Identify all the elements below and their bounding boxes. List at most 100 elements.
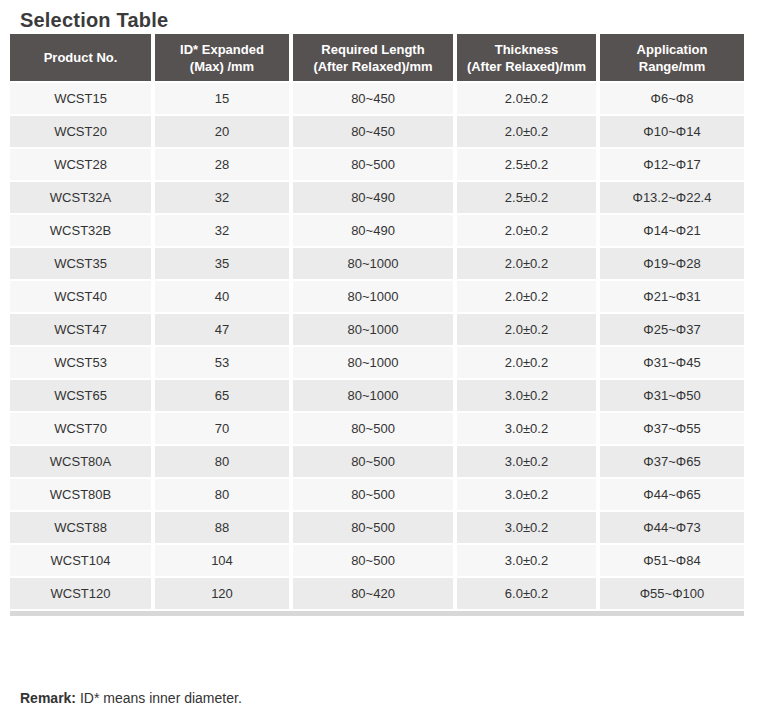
id-expanded-cell: 32 (155, 182, 289, 213)
thickness-cell: 2.5±0.2 (457, 149, 596, 180)
required-length-cell: 80~450 (293, 83, 453, 114)
application-range-cell: Φ37~Φ65 (600, 446, 744, 477)
required-length-cell: 80~1000 (293, 248, 453, 279)
thickness-cell: 2.0±0.2 (457, 83, 596, 114)
id-expanded-cell: 104 (155, 545, 289, 576)
table-row: WCST656580~10003.0±0.2Φ31~Φ50 (10, 380, 744, 411)
id-expanded-cell: 28 (155, 149, 289, 180)
product-no-cell: WCST32B (10, 215, 151, 246)
table-row: WCST707080~5003.0±0.2Φ37~Φ55 (10, 413, 744, 444)
application-range-cell: Φ31~Φ45 (600, 347, 744, 378)
id-expanded-cell: 65 (155, 380, 289, 411)
thickness-cell: 2.0±0.2 (457, 347, 596, 378)
header-product-no: Product No. (10, 34, 151, 81)
application-range-cell: Φ12~Φ17 (600, 149, 744, 180)
application-range-cell: Φ55~Φ100 (600, 578, 744, 609)
required-length-cell: 80~420 (293, 578, 453, 609)
application-range-cell: Φ19~Φ28 (600, 248, 744, 279)
product-no-cell: WCST65 (10, 380, 151, 411)
table-row: WCST12012080~4206.0±0.2Φ55~Φ100 (10, 578, 744, 609)
required-length-cell: 80~500 (293, 479, 453, 510)
header-row: Product No. ID* Expanded (Max) /mm Requi… (10, 34, 744, 81)
product-no-cell: WCST20 (10, 116, 151, 147)
required-length-cell: 80~500 (293, 512, 453, 543)
table-row: WCST888880~5003.0±0.2Φ44~Φ73 (10, 512, 744, 543)
product-no-cell: WCST15 (10, 83, 151, 114)
product-no-cell: WCST53 (10, 347, 151, 378)
product-no-cell: WCST40 (10, 281, 151, 312)
product-no-cell: WCST47 (10, 314, 151, 345)
table-row: WCST474780~10002.0±0.2Φ25~Φ37 (10, 314, 744, 345)
application-range-cell: Φ6~Φ8 (600, 83, 744, 114)
page: Selection Table Product No. ID* Expanded… (0, 0, 758, 721)
thickness-cell: 3.0±0.2 (457, 380, 596, 411)
table-row: WCST404080~10002.0±0.2Φ21~Φ31 (10, 281, 744, 312)
application-range-cell: Φ44~Φ65 (600, 479, 744, 510)
table-row: WCST32B3280~4902.0±0.2Φ14~Φ21 (10, 215, 744, 246)
product-no-cell: WCST70 (10, 413, 151, 444)
thickness-cell: 3.0±0.2 (457, 545, 596, 576)
selection-table: Product No. ID* Expanded (Max) /mm Requi… (6, 32, 748, 611)
id-expanded-cell: 35 (155, 248, 289, 279)
thickness-cell: 2.0±0.2 (457, 281, 596, 312)
product-no-cell: WCST120 (10, 578, 151, 609)
thickness-cell: 6.0±0.2 (457, 578, 596, 609)
id-expanded-cell: 20 (155, 116, 289, 147)
table-row: WCST353580~10002.0±0.2Φ19~Φ28 (10, 248, 744, 279)
header-thickness: Thickness (After Relaxed)/mm (457, 34, 596, 81)
id-expanded-cell: 53 (155, 347, 289, 378)
table-row: WCST80A8080~5003.0±0.2Φ37~Φ65 (10, 446, 744, 477)
table-header: Product No. ID* Expanded (Max) /mm Requi… (10, 34, 744, 81)
thickness-cell: 3.0±0.2 (457, 446, 596, 477)
thickness-cell: 2.0±0.2 (457, 248, 596, 279)
header-required-length: Required Length (After Relaxed)/mm (293, 34, 453, 81)
product-no-cell: WCST104 (10, 545, 151, 576)
application-range-cell: Φ21~Φ31 (600, 281, 744, 312)
product-no-cell: WCST88 (10, 512, 151, 543)
id-expanded-cell: 47 (155, 314, 289, 345)
id-expanded-cell: 40 (155, 281, 289, 312)
required-length-cell: 80~1000 (293, 347, 453, 378)
remark-text: ID* means inner diameter. (76, 690, 242, 706)
product-no-cell: WCST28 (10, 149, 151, 180)
table-body: WCST151580~4502.0±0.2Φ6~Φ8WCST202080~450… (10, 83, 744, 609)
page-title: Selection Table (0, 0, 758, 32)
thickness-cell: 2.5±0.2 (457, 182, 596, 213)
application-range-cell: Φ51~Φ84 (600, 545, 744, 576)
id-expanded-cell: 88 (155, 512, 289, 543)
required-length-cell: 80~1000 (293, 314, 453, 345)
thickness-cell: 3.0±0.2 (457, 479, 596, 510)
required-length-cell: 80~500 (293, 149, 453, 180)
application-range-cell: Φ37~Φ55 (600, 413, 744, 444)
application-range-cell: Φ25~Φ37 (600, 314, 744, 345)
thickness-cell: 2.0±0.2 (457, 116, 596, 147)
product-no-cell: WCST32A (10, 182, 151, 213)
table-row: WCST535380~10002.0±0.2Φ31~Φ45 (10, 347, 744, 378)
table-row: WCST10410480~5003.0±0.2Φ51~Φ84 (10, 545, 744, 576)
table-row: WCST80B8080~5003.0±0.2Φ44~Φ65 (10, 479, 744, 510)
product-no-cell: WCST80B (10, 479, 151, 510)
id-expanded-cell: 120 (155, 578, 289, 609)
header-application-range: Application Range/mm (600, 34, 744, 81)
product-no-cell: WCST80A (10, 446, 151, 477)
required-length-cell: 80~490 (293, 182, 453, 213)
required-length-cell: 80~1000 (293, 281, 453, 312)
thickness-cell: 3.0±0.2 (457, 413, 596, 444)
required-length-cell: 80~500 (293, 413, 453, 444)
remark-label: Remark: (20, 690, 76, 706)
id-expanded-cell: 15 (155, 83, 289, 114)
application-range-cell: Φ10~Φ14 (600, 116, 744, 147)
required-length-cell: 80~500 (293, 545, 453, 576)
table-row: WCST202080~4502.0±0.2Φ10~Φ14 (10, 116, 744, 147)
table-row: WCST32A3280~4902.5±0.2Φ13.2~Φ22.4 (10, 182, 744, 213)
remark: Remark: ID* means inner diameter. (20, 689, 758, 707)
required-length-cell: 80~490 (293, 215, 453, 246)
required-length-cell: 80~450 (293, 116, 453, 147)
application-range-cell: Φ13.2~Φ22.4 (600, 182, 744, 213)
application-range-cell: Φ14~Φ21 (600, 215, 744, 246)
header-id-expanded: ID* Expanded (Max) /mm (155, 34, 289, 81)
id-expanded-cell: 80 (155, 446, 289, 477)
required-length-cell: 80~1000 (293, 380, 453, 411)
required-length-cell: 80~500 (293, 446, 453, 477)
table-row: WCST151580~4502.0±0.2Φ6~Φ8 (10, 83, 744, 114)
